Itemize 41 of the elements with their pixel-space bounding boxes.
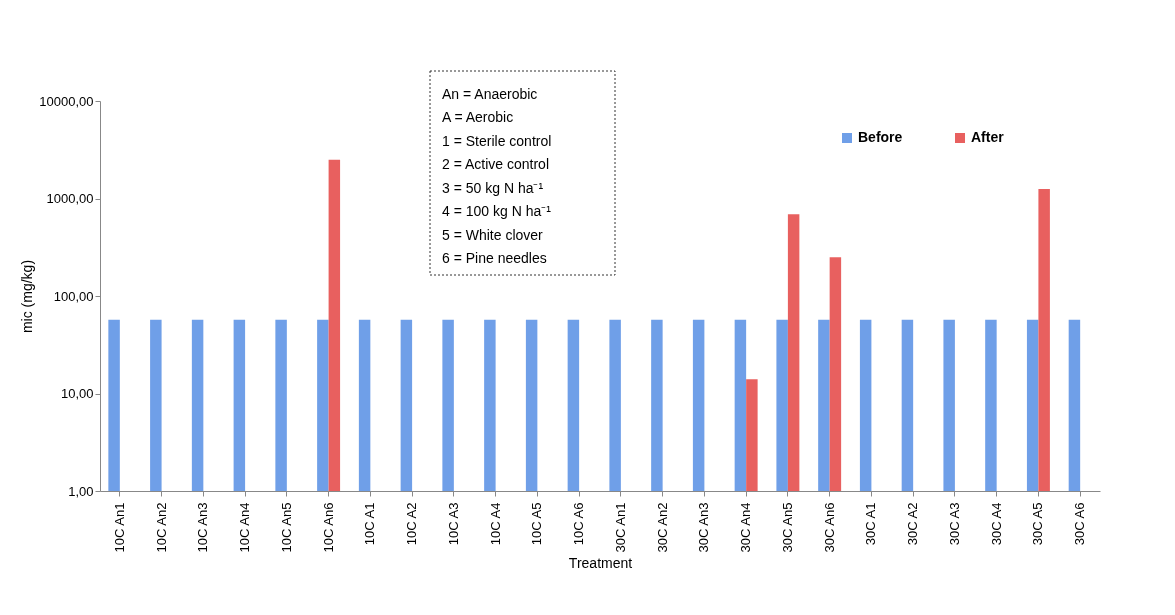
annotation: 6 = Pine needles bbox=[442, 250, 547, 267]
annotation: A = Aerobic bbox=[442, 109, 514, 126]
x-tick-label: 30C A4 bbox=[988, 502, 1004, 546]
y-tick-label: 10,00 bbox=[60, 386, 94, 401]
x-tick-label: 10C A5 bbox=[529, 502, 545, 546]
x-tick-label: 30C An4 bbox=[738, 502, 754, 553]
y-tick-label: 100,00 bbox=[53, 288, 94, 304]
x-tick-label: 30C An2 bbox=[654, 502, 670, 553]
annotation: 2 = Active control bbox=[442, 156, 550, 173]
annotation: 3 = 50 kg N ha⁻¹ bbox=[442, 179, 544, 196]
x-tick-label: 10C An3 bbox=[195, 502, 211, 553]
y-tick-label: 1,00 bbox=[68, 483, 94, 499]
y-tick-label: 10000,00 bbox=[39, 93, 94, 109]
annotation: 1 = Sterile control bbox=[442, 132, 552, 149]
annotation: 4 = 100 kg N ha⁻¹ bbox=[442, 203, 552, 220]
x-tick-label: 30C An3 bbox=[696, 502, 712, 553]
x-tick-label: 30C A6 bbox=[1072, 502, 1088, 546]
x-tick-label: 30C A1 bbox=[863, 502, 879, 546]
legend-label: Before bbox=[858, 129, 903, 145]
x-tick-label: 30C A3 bbox=[946, 502, 962, 546]
x-tick-label: 10C An4 bbox=[237, 502, 253, 553]
x-tick-label: 10C A2 bbox=[404, 502, 420, 546]
x-tick-label: 10C A6 bbox=[571, 502, 587, 546]
x-tick-label: 30C An6 bbox=[821, 502, 837, 553]
annotation: 5 = White clover bbox=[442, 226, 544, 243]
x-tick-label: 30C An1 bbox=[612, 502, 628, 553]
x-tick-label: 10C An6 bbox=[320, 502, 336, 553]
x-axis-title: Treatment bbox=[568, 555, 633, 572]
y-tick-label: 1000,00 bbox=[46, 191, 94, 206]
x-tick-label: 10C A1 bbox=[362, 502, 378, 546]
x-tick-label: 10C An5 bbox=[278, 502, 294, 553]
x-tick-label: 30C A2 bbox=[905, 502, 921, 546]
x-tick-label: 10C An2 bbox=[153, 502, 169, 553]
x-tick-label: 10C A3 bbox=[445, 502, 461, 546]
x-tick-label: 10C A4 bbox=[487, 502, 503, 546]
annotation: An = Anaerobic bbox=[442, 85, 538, 102]
y-axis-title: mic (mg/kg) bbox=[19, 259, 36, 334]
x-tick-label: 30C An5 bbox=[779, 502, 795, 553]
x-tick-label: 30C A5 bbox=[1030, 502, 1046, 546]
x-tick-label: 10C An1 bbox=[111, 502, 127, 553]
legend-label: After bbox=[971, 129, 1005, 145]
